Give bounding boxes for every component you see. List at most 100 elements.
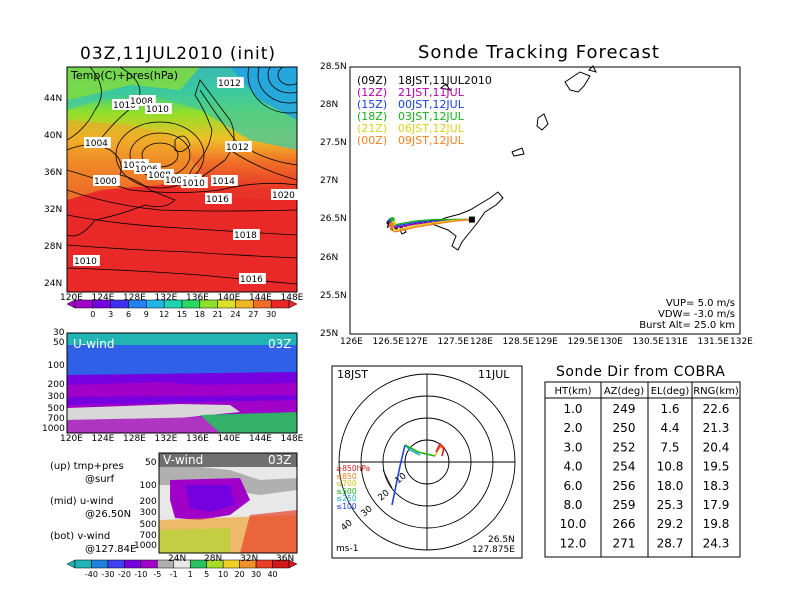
isobar-label-bg <box>112 99 139 110</box>
colorbar-tick: -30 <box>101 570 114 579</box>
table-cell: 8.0 <box>563 498 582 512</box>
isobar-label-bg <box>233 229 260 240</box>
sonde-tracks <box>386 216 475 233</box>
table-cell: 254 <box>613 460 636 474</box>
map-lon-tick: 140E <box>217 293 241 303</box>
uwind-x-tick: 136E <box>186 434 209 444</box>
table-cell: 2.0 <box>563 421 582 435</box>
table-cell: 7.5 <box>660 440 679 454</box>
isobar-label: 1006 <box>135 165 158 175</box>
isobar-label: 1010 <box>182 179 205 189</box>
tracking-param: VUP= 5.0 m/s <box>665 298 735 309</box>
table-cell: 28.7 <box>657 536 684 550</box>
table-cell: 17.9 <box>703 498 730 512</box>
colorbar-swatch <box>74 559 92 569</box>
table-cell: 252 <box>613 440 636 454</box>
table-cell: 249 <box>613 402 636 416</box>
level-legend-item: ≤500 <box>336 486 357 496</box>
isobar-label: 1010 <box>146 105 169 115</box>
uwind-y-tick: 1000 <box>42 424 65 434</box>
isobar-label: 1000 <box>94 177 117 187</box>
tracking-lon-tick: 131E <box>665 337 688 347</box>
tracking-lon-tick: 132E <box>730 337 753 347</box>
map-lon-tick: 144E <box>249 293 272 303</box>
table-cell: 250 <box>613 421 636 435</box>
colorbar-arrow <box>66 559 76 569</box>
map-lat-tick: 40N <box>44 131 63 141</box>
table-cell: 25.3 <box>657 498 684 512</box>
track-line <box>392 218 472 232</box>
tracking-lon-tick: 130E <box>600 337 623 347</box>
colorbar-arrow <box>288 559 298 569</box>
map-frame <box>66 66 298 293</box>
colorbar-tick: 5 <box>204 570 209 579</box>
table-cell: 266 <box>613 517 636 531</box>
isobar-label: 1016 <box>206 195 229 205</box>
table-cell: 10.8 <box>657 460 684 474</box>
vwind-x-tick: 28N <box>204 554 223 564</box>
tracking-lon-tick: 130.5E <box>632 337 664 347</box>
isobar-label-bg <box>145 103 172 114</box>
legend-time: 09JST,12JUL <box>398 134 464 147</box>
colorbar-swatch <box>124 559 142 569</box>
uwind-label: U-wind <box>73 337 115 351</box>
legend-run: (12Z) <box>357 86 388 99</box>
legend-run: (09Z) <box>357 74 388 87</box>
polar-tick-markers <box>382 469 393 489</box>
vwind-x-tick: 36N <box>276 554 295 564</box>
uwind-x-tick: 148E <box>280 434 304 444</box>
vwind-y-tick: 200 <box>139 497 157 507</box>
level-legend-item: ≤850 <box>336 471 357 481</box>
uwind-y-tick: 100 <box>47 361 65 371</box>
isobar-label-bg <box>239 273 266 284</box>
table-frame <box>544 381 741 558</box>
uwind-x-tick: 144E <box>249 434 272 444</box>
legend-time: 00JST,12JUL <box>398 98 464 111</box>
isobar-label-bg <box>147 169 174 180</box>
tracking-lat-tick: 26.5N <box>320 214 347 225</box>
vwind-y-tick: 500 <box>139 520 157 530</box>
colorbar-tick: -1 <box>170 570 178 579</box>
map-lon-tick: 124E <box>91 293 115 303</box>
tracking-lon-tick: 126E <box>340 337 363 347</box>
uwind-x-tick: 140E <box>217 434 241 444</box>
table-cell: 4.4 <box>660 421 679 435</box>
vwind-y-tick: 1000 <box>134 541 157 551</box>
isobar-label: 1014 <box>212 177 235 187</box>
legend-run: (00Z) <box>357 134 388 147</box>
tracking-frame <box>349 66 741 335</box>
tracking-lat-tick: 28N <box>320 100 339 111</box>
colorbar-swatch <box>255 559 273 569</box>
isobar-label: 1012 <box>218 79 241 89</box>
table-cell: 22.6 <box>703 402 730 416</box>
colorbar-swatch <box>140 559 158 569</box>
map-lat-tick: 24N <box>44 279 63 289</box>
colorbar-tick: 9 <box>144 310 149 319</box>
tracking-lon-tick: 127.5E <box>437 337 469 347</box>
colorbar-tick: 15 <box>177 310 187 319</box>
isobar-label-bg <box>93 175 120 186</box>
legend-run: (18Z) <box>357 110 388 123</box>
tracking-lon-tick: 126.5E <box>372 337 404 347</box>
tracking-lon-tick: 128E <box>470 337 493 347</box>
vwind-y-tick: 50 <box>145 458 157 468</box>
map-lon-tick: 136E <box>186 293 209 303</box>
table-cell: 24.3 <box>703 536 730 550</box>
vwind-label: V-wind <box>163 453 204 467</box>
uwind-y-tick: 700 <box>47 414 65 424</box>
map-lat-tick: 32N <box>44 205 63 215</box>
isobar-label-bg <box>271 189 298 200</box>
tracking-lon-tick: 127E <box>405 337 428 347</box>
track-burst-point <box>389 217 395 223</box>
isobar-label-bg <box>211 175 238 186</box>
uwind-y-tick: 500 <box>47 404 65 414</box>
polar-lon: 127.875E <box>472 545 515 555</box>
vwind-panel <box>158 452 298 554</box>
colorbar-tick: 30 <box>251 570 261 579</box>
map-lon-tick: 132E <box>154 293 178 303</box>
isobar-label-bg <box>225 141 252 152</box>
map-lat-tick: 44N <box>44 94 63 104</box>
vwind-y-tick: 700 <box>139 531 157 541</box>
launch-site-marker <box>468 216 475 223</box>
